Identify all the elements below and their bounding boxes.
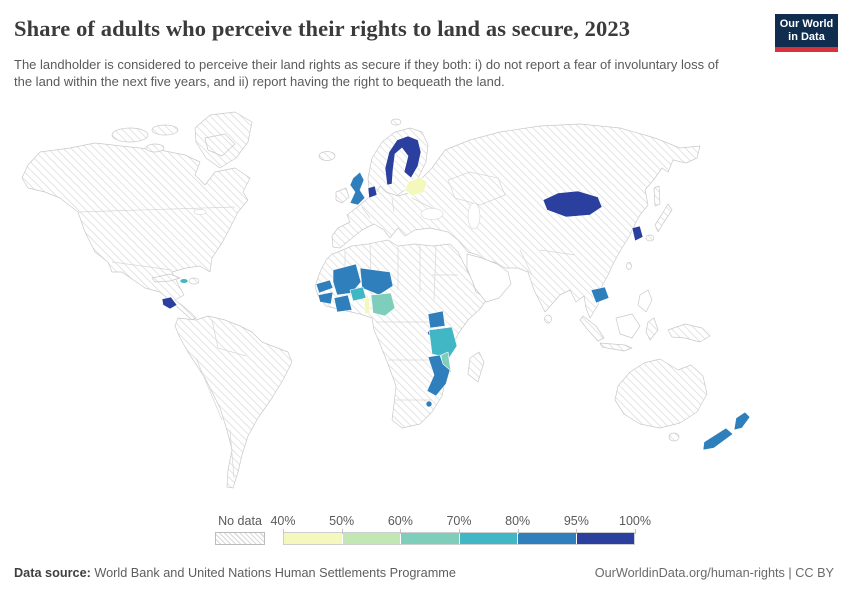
legend-tick: [400, 529, 402, 534]
black-sea: [420, 208, 444, 220]
legend-tick: [517, 529, 519, 534]
footer-link[interactable]: OurWorldinData.org/human-rights | CC BY: [594, 566, 834, 580]
legend-bin-50-60%[interactable]: [342, 533, 400, 544]
owid-logo-line1: Our World: [779, 18, 834, 30]
country-belarus[interactable]: [404, 176, 428, 197]
legend-no-data-swatch[interactable]: [215, 532, 265, 545]
sulawesi: [645, 317, 659, 341]
country-united-kingdom[interactable]: [349, 171, 366, 206]
legend-bin-70-80%[interactable]: [459, 533, 517, 544]
ireland: [335, 187, 350, 204]
philippines: [637, 289, 653, 313]
arctic-island: [111, 127, 149, 143]
country-eswatini[interactable]: [425, 400, 433, 408]
country-mozambique[interactable]: [426, 354, 451, 397]
legend-bin-60-70%[interactable]: [401, 533, 459, 544]
country-uganda[interactable]: [427, 310, 446, 329]
owid-logo[interactable]: Our World in Data: [775, 14, 838, 52]
arctic-island: [145, 143, 165, 153]
data-source-value: World Bank and United Nations Human Sett…: [90, 566, 456, 580]
data-source-text: Data source: World Bank and United Natio…: [14, 566, 456, 580]
legend-stop-label: 40%: [270, 514, 296, 528]
country-cambodia[interactable]: [590, 286, 610, 304]
owid-logo-line2: in Data: [788, 30, 825, 43]
legend-tick: [576, 529, 578, 534]
legend-stop-label: 95%: [563, 514, 589, 528]
continent-north-america: [21, 142, 251, 321]
country-costa-rica[interactable]: [161, 296, 178, 310]
legend-tick: [459, 529, 460, 534]
legend-stop-label: 70%: [446, 514, 472, 528]
legend-stop-labels: 40% 50% 60% 70% 80% 95% 100%: [270, 514, 651, 534]
great-lakes: [193, 209, 207, 215]
japan-south: [645, 234, 655, 242]
chart-title: Share of adults who perceive their right…: [14, 16, 631, 41]
map-legend: No data 40% 50% 60% 70% 80% 95% 100%: [0, 514, 850, 554]
country-south-korea[interactable]: [631, 225, 644, 242]
legend-tick: [635, 529, 636, 534]
japan: [654, 203, 673, 233]
country-netherlands[interactable]: [367, 185, 378, 199]
legend-stop-label: 50%: [329, 514, 355, 528]
borneo: [615, 313, 641, 339]
australia: [614, 358, 708, 429]
legend-tick: [341, 529, 343, 534]
legend-stop-label: 80%: [505, 514, 531, 528]
madagascar: [467, 351, 485, 383]
data-countries: [161, 135, 751, 451]
country-new-zealand-north[interactable]: [733, 411, 751, 431]
country-senegal[interactable]: [315, 279, 334, 294]
legend-no-data[interactable]: No data: [215, 514, 265, 545]
new-guinea: [667, 323, 711, 343]
country-nigeria[interactable]: [370, 292, 396, 317]
legend-tick: [283, 529, 284, 534]
tasmania: [668, 432, 680, 442]
country-sweden-finland[interactable]: [384, 135, 422, 186]
hispaniola: [188, 277, 200, 285]
chart-subtitle: The landholder is considered to perceive…: [14, 57, 719, 90]
sumatra: [579, 315, 605, 342]
legend-scale: 40% 50% 60% 70% 80% 95% 100%: [270, 514, 651, 545]
inland-seas: [193, 202, 481, 230]
iceland: [318, 151, 336, 161]
arctic-island: [151, 124, 179, 136]
java: [599, 342, 633, 352]
data-source-label: Data source:: [14, 566, 91, 580]
chart-footer: Data source: World Bank and United Natio…: [0, 566, 850, 580]
sakhalin: [653, 185, 661, 207]
legend-bin-40-50%[interactable]: [284, 533, 342, 544]
cuba: [151, 273, 181, 283]
country-benin[interactable]: [363, 296, 371, 315]
arabian-peninsula: [466, 253, 512, 303]
baffin-island: [204, 133, 236, 157]
taiwan: [626, 262, 632, 270]
country-tanzania[interactable]: [428, 326, 458, 359]
country-jamaica[interactable]: [179, 278, 189, 284]
sri-lanka: [544, 314, 552, 324]
svalbard: [390, 118, 402, 126]
country-cote-divoire[interactable]: [333, 294, 353, 313]
country-new-zealand-south[interactable]: [702, 427, 734, 451]
caspian-sea: [467, 202, 481, 230]
country-niger[interactable]: [359, 267, 394, 296]
continent-south-america: [174, 315, 293, 489]
country-guinea[interactable]: [317, 291, 334, 305]
country-mongolia[interactable]: [542, 190, 603, 218]
legend-bin-95-100%[interactable]: [576, 533, 634, 544]
plain-landmasses: [466, 253, 653, 339]
legend-bin-80-95%[interactable]: [518, 533, 576, 544]
legend-stop-label: 60%: [387, 514, 413, 528]
legend-stop-label: 100%: [619, 514, 651, 528]
legend-no-data-label: No data: [218, 514, 262, 528]
